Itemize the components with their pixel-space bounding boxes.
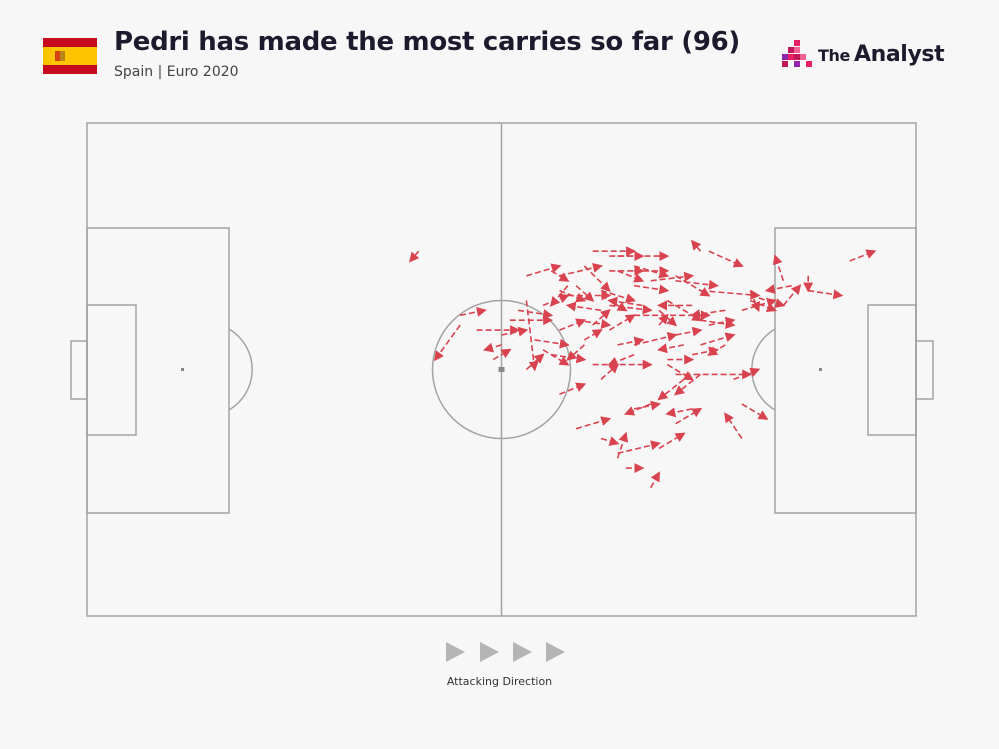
carry-arrow	[565, 301, 602, 312]
carry-arrow	[690, 309, 726, 320]
carry-arrow	[724, 412, 743, 439]
carry-arrow	[617, 440, 661, 455]
carry-arrow	[733, 367, 761, 381]
page-title: Pedri has made the most carries so far (…	[114, 27, 740, 57]
carry-arrow	[707, 344, 726, 356]
carry-arrow	[675, 326, 703, 337]
carry-arrow	[559, 382, 587, 395]
page-subtitle: Spain | Euro 2020	[114, 64, 239, 80]
carry-arrow	[492, 348, 512, 361]
carry-arrow	[542, 293, 570, 307]
carry-arrow	[534, 338, 570, 349]
carry-arrow	[551, 353, 587, 364]
carry-arrow	[675, 275, 711, 297]
carry-arrow	[666, 363, 694, 381]
carry-arrow	[607, 353, 635, 367]
carry-arrow	[617, 336, 645, 347]
carry-arrow	[608, 314, 636, 331]
brand-prefix: The	[818, 46, 850, 65]
carry-arrow	[708, 250, 744, 268]
left-goal	[70, 340, 88, 400]
carry-arrow	[434, 324, 461, 362]
carry-arrow	[700, 332, 736, 346]
carry-arrow	[674, 373, 701, 396]
carry-arrow	[501, 326, 529, 337]
carry-arrow	[657, 378, 685, 401]
right-penalty-spot	[819, 368, 822, 371]
carry-arrow	[583, 265, 611, 293]
carry-arrow	[849, 249, 877, 262]
carry-arrow	[675, 279, 719, 290]
carry-arrow	[782, 284, 802, 306]
carry-arrow	[741, 297, 778, 312]
carry-arrow	[650, 271, 695, 282]
carry-arrow	[772, 254, 785, 282]
carry-arrow	[609, 304, 653, 315]
carry-arrow	[690, 239, 702, 252]
carry-arrow	[666, 299, 703, 322]
pitch-markings	[70, 122, 934, 617]
carry-arrow	[549, 285, 569, 307]
carry-arrow	[658, 432, 686, 450]
carry-arrow	[517, 309, 554, 320]
carry-arrow	[526, 263, 562, 277]
carry-arrow	[808, 289, 844, 300]
brand-wordmark: Analyst	[853, 42, 945, 67]
left-six-yard-box	[86, 304, 137, 436]
carry-arrow	[764, 284, 792, 294]
carry-arrow	[657, 343, 685, 354]
carry-arrow	[409, 250, 420, 263]
carry-arrow	[749, 299, 777, 313]
the-analyst-logo-icon	[782, 40, 812, 67]
carry-arrow	[525, 300, 539, 372]
carry-arrow	[600, 436, 620, 446]
carry-arrow	[600, 363, 620, 380]
spain-flag-icon	[43, 38, 97, 74]
carry-arrow	[617, 270, 645, 283]
carry-arrow	[525, 353, 545, 371]
centre-spot	[498, 367, 505, 372]
carry-arrow	[633, 284, 670, 295]
carry-arrow	[592, 308, 611, 326]
carry-arrow	[633, 331, 678, 346]
carry-arrow	[559, 318, 587, 331]
carry-arrow	[482, 342, 502, 353]
play-triangle-icon	[480, 642, 499, 662]
carry-arrow	[665, 407, 693, 418]
play-triangle-icon	[546, 642, 565, 662]
carry-arrow	[658, 313, 669, 326]
attacking-direction-label: Attacking Direction	[446, 675, 553, 688]
carry-arrow	[708, 316, 736, 327]
right-penalty-area	[774, 227, 917, 514]
right-penalty-arc	[751, 328, 776, 411]
carry-arrow	[583, 329, 603, 341]
carry-arrow	[675, 407, 703, 425]
centre-circle	[431, 299, 572, 440]
brand-name: The Analyst	[818, 42, 945, 67]
carry-arrow	[650, 471, 660, 489]
carry-arrow	[550, 270, 570, 282]
brand-logo: The Analyst	[780, 38, 970, 74]
carry-arrow	[575, 416, 612, 430]
attacking-direction-arrows	[446, 642, 565, 662]
left-penalty-spot	[181, 368, 184, 371]
carry-arrow	[624, 403, 651, 416]
carry-arrow	[616, 431, 629, 459]
left-penalty-arc	[228, 328, 253, 411]
left-penalty-area	[86, 227, 230, 514]
carry-arrow	[741, 403, 769, 420]
right-six-yard-box	[867, 304, 917, 436]
carry-arrow	[559, 262, 603, 277]
carry-arrow	[542, 349, 570, 366]
carry-arrow	[607, 296, 643, 307]
right-goal	[915, 340, 934, 400]
carry-arrows	[409, 239, 877, 489]
play-triangle-icon	[446, 642, 465, 662]
carry-arrow	[459, 306, 487, 317]
play-triangle-icon	[513, 642, 532, 662]
